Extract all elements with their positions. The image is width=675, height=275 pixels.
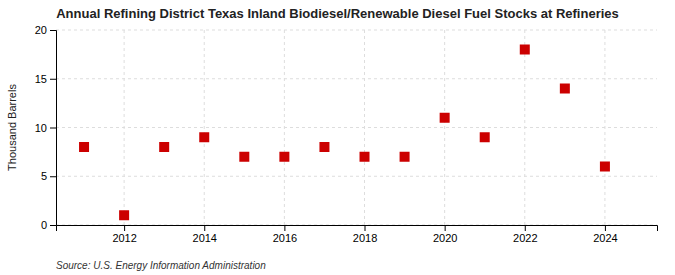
tick-label: 2012	[112, 232, 136, 244]
tick-label: 15	[35, 73, 47, 85]
tick-mark	[124, 225, 125, 231]
point	[199, 132, 209, 142]
point	[319, 142, 329, 152]
grid-line-y	[56, 30, 657, 31]
point	[440, 113, 450, 123]
y-axis-label: Thousand Barrels	[6, 84, 18, 171]
tick: 5	[41, 170, 56, 182]
tick-mark	[445, 225, 446, 231]
point	[480, 132, 490, 142]
point	[279, 152, 289, 162]
tick: 20	[35, 24, 56, 36]
points	[79, 45, 610, 221]
axis-line	[50, 31, 57, 226]
point	[79, 142, 89, 152]
tick-mark	[50, 225, 56, 226]
tick: 2018	[353, 225, 377, 244]
tick: 15	[35, 73, 56, 85]
tick-mark	[50, 79, 56, 80]
tick-label: 2024	[593, 232, 617, 244]
point	[600, 162, 610, 172]
chart: Annual Refining District Texas Inland Bi…	[0, 0, 675, 275]
tick-label: 20	[35, 24, 47, 36]
grid-line-x	[284, 30, 285, 225]
tick-label: 2022	[513, 232, 537, 244]
grid	[56, 30, 657, 225]
grid-line-x	[444, 30, 445, 225]
source: Source: U.S. Energy Information Administ…	[56, 260, 266, 271]
tick-mark	[50, 176, 56, 177]
grid-line-x	[524, 30, 525, 225]
grid-line-x	[204, 30, 205, 225]
tick-label: 5	[41, 170, 47, 182]
tick-label: 10	[35, 122, 47, 134]
tick-label: 0	[41, 219, 47, 231]
tick: 2020	[433, 225, 457, 244]
tick-mark	[365, 225, 366, 231]
plot: 2012 2014 2016 2018 2020 2022 2024 0 5 10 15 20	[35, 24, 658, 244]
grid-line-x	[364, 30, 365, 225]
grid-line-x	[124, 30, 125, 225]
point	[360, 152, 370, 162]
grid-line-y	[56, 127, 657, 128]
tick: 0	[41, 219, 56, 231]
tick-mark	[50, 30, 56, 31]
tick: 2024	[593, 225, 617, 244]
tick: 10	[35, 122, 56, 134]
tick-label: 2016	[273, 232, 297, 244]
tick-label: 2020	[433, 232, 457, 244]
tick-mark	[204, 225, 205, 231]
tick: 2022	[513, 225, 537, 244]
tick-mark	[605, 225, 606, 231]
tick-label: 2014	[193, 232, 217, 244]
point	[239, 152, 249, 162]
grid-line-y	[56, 176, 657, 177]
tick: 2012	[112, 225, 136, 244]
grid-line-x	[604, 30, 605, 225]
tick-mark	[50, 128, 56, 129]
x-axis: 2012 2014 2016 2018 2020 2022 2024	[57, 225, 658, 244]
tick-mark	[284, 225, 285, 231]
point	[159, 142, 169, 152]
point	[400, 152, 410, 162]
title: Annual Refining District Texas Inland Bi…	[56, 6, 619, 21]
point	[119, 210, 129, 220]
grid-line-y	[56, 78, 657, 79]
y-axis: 0 5 10 15 20	[35, 24, 57, 231]
point	[560, 84, 570, 94]
axis-line	[57, 226, 658, 232]
tick-mark	[525, 225, 526, 231]
point	[520, 45, 530, 55]
tick: 2014	[193, 225, 217, 244]
tick-label: 2018	[353, 232, 377, 244]
tick: 2016	[273, 225, 297, 244]
